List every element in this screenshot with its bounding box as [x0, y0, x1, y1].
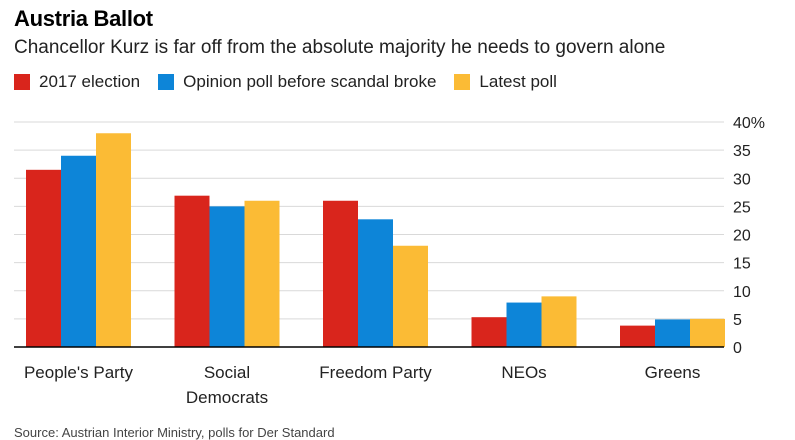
x-tick-label: Freedom Party [319, 363, 432, 382]
x-tick-label: NEOs [501, 363, 546, 382]
legend-label-poll-before: Opinion poll before scandal broke [183, 72, 437, 91]
bar [61, 155, 96, 347]
y-tick-label: 15 [733, 256, 751, 273]
bar [358, 219, 393, 347]
bar [471, 317, 507, 347]
legend: 2017 election Opinion poll before scanda… [14, 72, 575, 92]
bar [655, 319, 690, 347]
x-tick-label: People's Party [24, 363, 134, 382]
x-tick-label: Greens [645, 363, 701, 382]
legend-swatch-poll-before [158, 74, 175, 90]
chart-title: Austria Ballot [14, 6, 153, 31]
bar [620, 325, 655, 347]
y-tick-label: 20 [733, 228, 751, 245]
y-tick-label: 40% [733, 115, 765, 132]
chart-subtitle: Chancellor Kurz is far off from the abso… [14, 37, 666, 58]
bar [26, 169, 61, 347]
legend-label-2017-election: 2017 election [39, 72, 141, 91]
legend-item-latest-poll: Latest poll [454, 72, 557, 92]
bar [174, 195, 210, 347]
legend-swatch-latest-poll [454, 74, 471, 90]
legend-label-latest-poll: Latest poll [479, 72, 557, 91]
y-tick-label: 10 [733, 284, 751, 301]
y-tick-label: 35 [733, 143, 751, 160]
bar [244, 200, 280, 347]
bar [323, 200, 358, 347]
y-tick-label: 0 [733, 340, 742, 357]
x-tick-label: Democrats [186, 388, 268, 407]
y-tick-label: 30 [733, 171, 751, 188]
legend-item-2017-election: 2017 election [14, 72, 140, 92]
y-tick-label: 25 [733, 199, 751, 216]
bar [393, 245, 428, 347]
bar [541, 296, 577, 347]
bar [690, 318, 725, 347]
bar [96, 133, 131, 347]
legend-swatch-2017-election [14, 74, 30, 90]
legend-item-poll-before: Opinion poll before scandal broke [158, 72, 436, 92]
y-tick-label: 5 [733, 312, 742, 329]
bar [506, 302, 542, 347]
bar [209, 206, 245, 347]
x-tick-label: Social [204, 363, 250, 382]
